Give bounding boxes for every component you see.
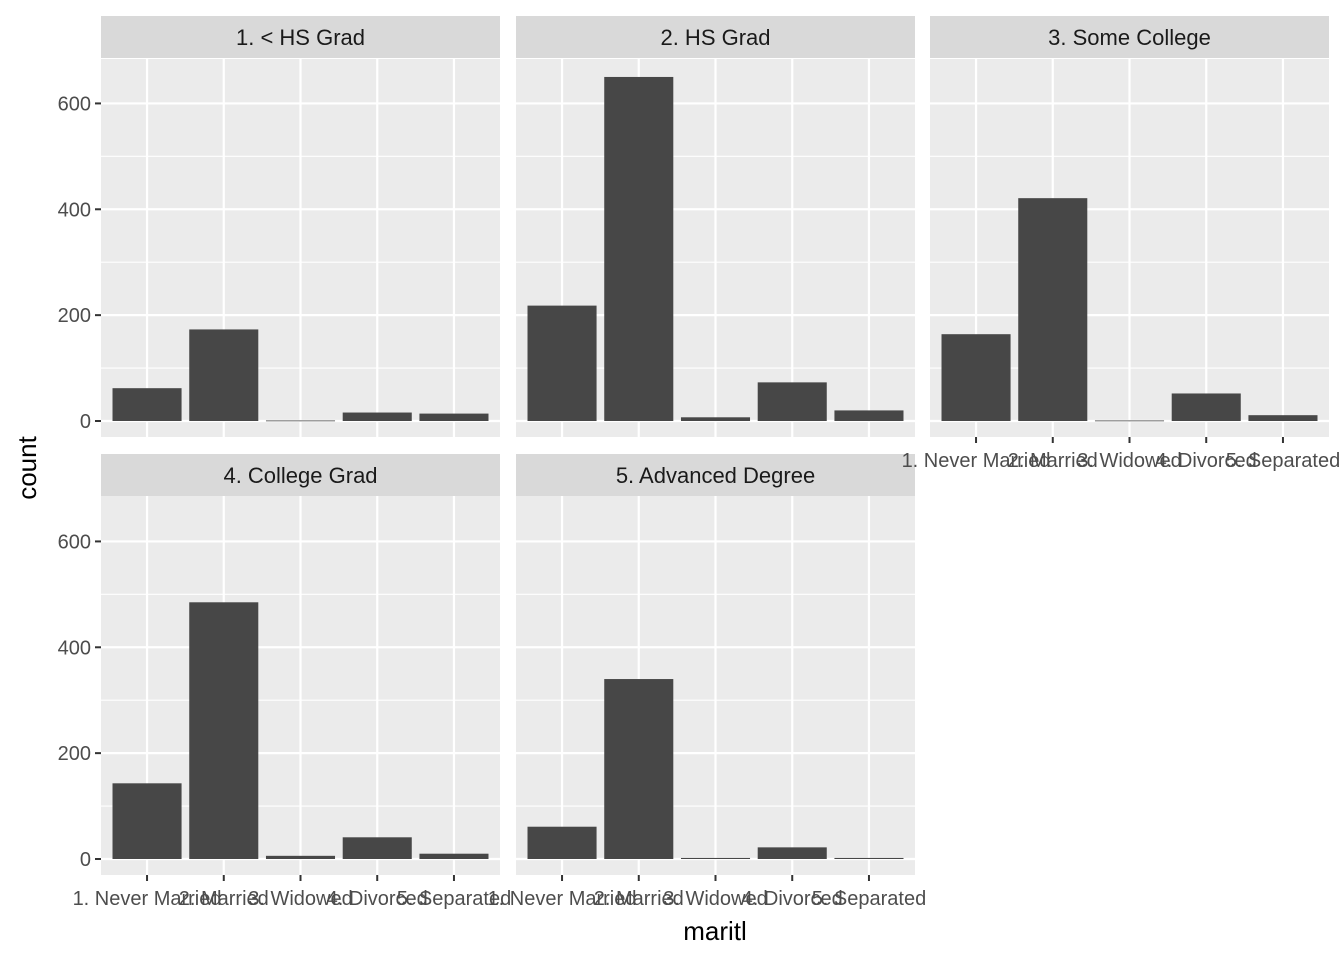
bar xyxy=(1018,198,1088,421)
x-tick-label: 4. Divorced xyxy=(742,888,843,910)
bar xyxy=(527,826,597,859)
bar xyxy=(419,413,489,421)
y-tick-label: 600 xyxy=(58,93,91,115)
x-tick-label: 1. Never Married xyxy=(488,888,637,910)
y-tick-label: 600 xyxy=(58,531,91,553)
x-tick-label: 5. Separated xyxy=(1226,450,1341,472)
bar xyxy=(757,847,827,859)
facet-strip-title: 5. Advanced Degree xyxy=(616,463,815,488)
bar xyxy=(112,783,182,859)
bar xyxy=(342,412,412,421)
bar xyxy=(265,855,336,859)
y-tick-label: 400 xyxy=(58,199,91,221)
bar xyxy=(680,857,751,859)
bar xyxy=(604,76,674,421)
facet-strip xyxy=(516,454,915,496)
facet-strip-title: 1. < HS Grad xyxy=(236,25,365,50)
facet-panel: 5. Advanced Degree xyxy=(516,454,915,875)
x-tick-label: 5. Separated xyxy=(397,888,512,910)
bar xyxy=(112,388,182,421)
y-tick-label: 200 xyxy=(58,743,91,765)
facet-strip xyxy=(101,454,500,496)
x-tick-label: 4. Divorced xyxy=(327,888,428,910)
x-tick-label: 3. Widowed xyxy=(663,888,768,910)
facet-strip-title: 3. Some College xyxy=(1048,25,1211,50)
x-tick-label: 2. Married xyxy=(594,888,684,910)
facet-strip xyxy=(930,16,1329,58)
bar xyxy=(419,853,489,859)
facet-panel: 1. < HS Grad xyxy=(101,16,500,437)
y-tick-label: 400 xyxy=(58,637,91,659)
panels-layer: 1. < HS Grad 2. HS Grad 3. Some College 4. … xyxy=(101,16,1329,875)
facet-strip xyxy=(516,16,915,58)
y-tick-label: 0 xyxy=(80,411,91,433)
bar xyxy=(680,417,751,421)
bar xyxy=(1171,393,1241,421)
bar xyxy=(757,382,827,421)
bar xyxy=(527,305,597,421)
x-tick-label: 2. Married xyxy=(179,888,269,910)
bar xyxy=(189,602,259,859)
facet-panel: 2. HS Grad xyxy=(516,16,915,437)
bar xyxy=(342,837,412,859)
facet-strip-title: 2. HS Grad xyxy=(660,25,770,50)
x-tick-label: 1. Never Married xyxy=(902,450,1051,472)
x-tick-label: 3. Widowed xyxy=(1077,450,1182,472)
bar xyxy=(604,679,674,859)
x-tick-label: 5. Separated xyxy=(812,888,927,910)
y-tick-label: 200 xyxy=(58,305,91,327)
bar xyxy=(834,410,904,421)
facet-strip-title: 4. College Grad xyxy=(223,463,377,488)
y-tick-label: 0 xyxy=(80,849,91,871)
bar xyxy=(265,420,336,422)
facet-panel: 4. College Grad xyxy=(101,454,500,875)
bar xyxy=(834,857,904,859)
bar xyxy=(1094,420,1165,422)
y-axis-title: count xyxy=(12,435,42,499)
facet-panel: 3. Some College xyxy=(930,16,1329,437)
x-tick-label: 2. Married xyxy=(1008,450,1098,472)
x-axis-title: maritl xyxy=(683,916,747,946)
x-tick-label: 3. Widowed xyxy=(248,888,353,910)
x-tick-label: 4. Divorced xyxy=(1156,450,1257,472)
x-tick-label: 1. Never Married xyxy=(73,888,222,910)
facet-strip xyxy=(101,16,500,58)
bar xyxy=(189,329,259,421)
bar xyxy=(1248,415,1318,421)
bar xyxy=(941,334,1011,421)
